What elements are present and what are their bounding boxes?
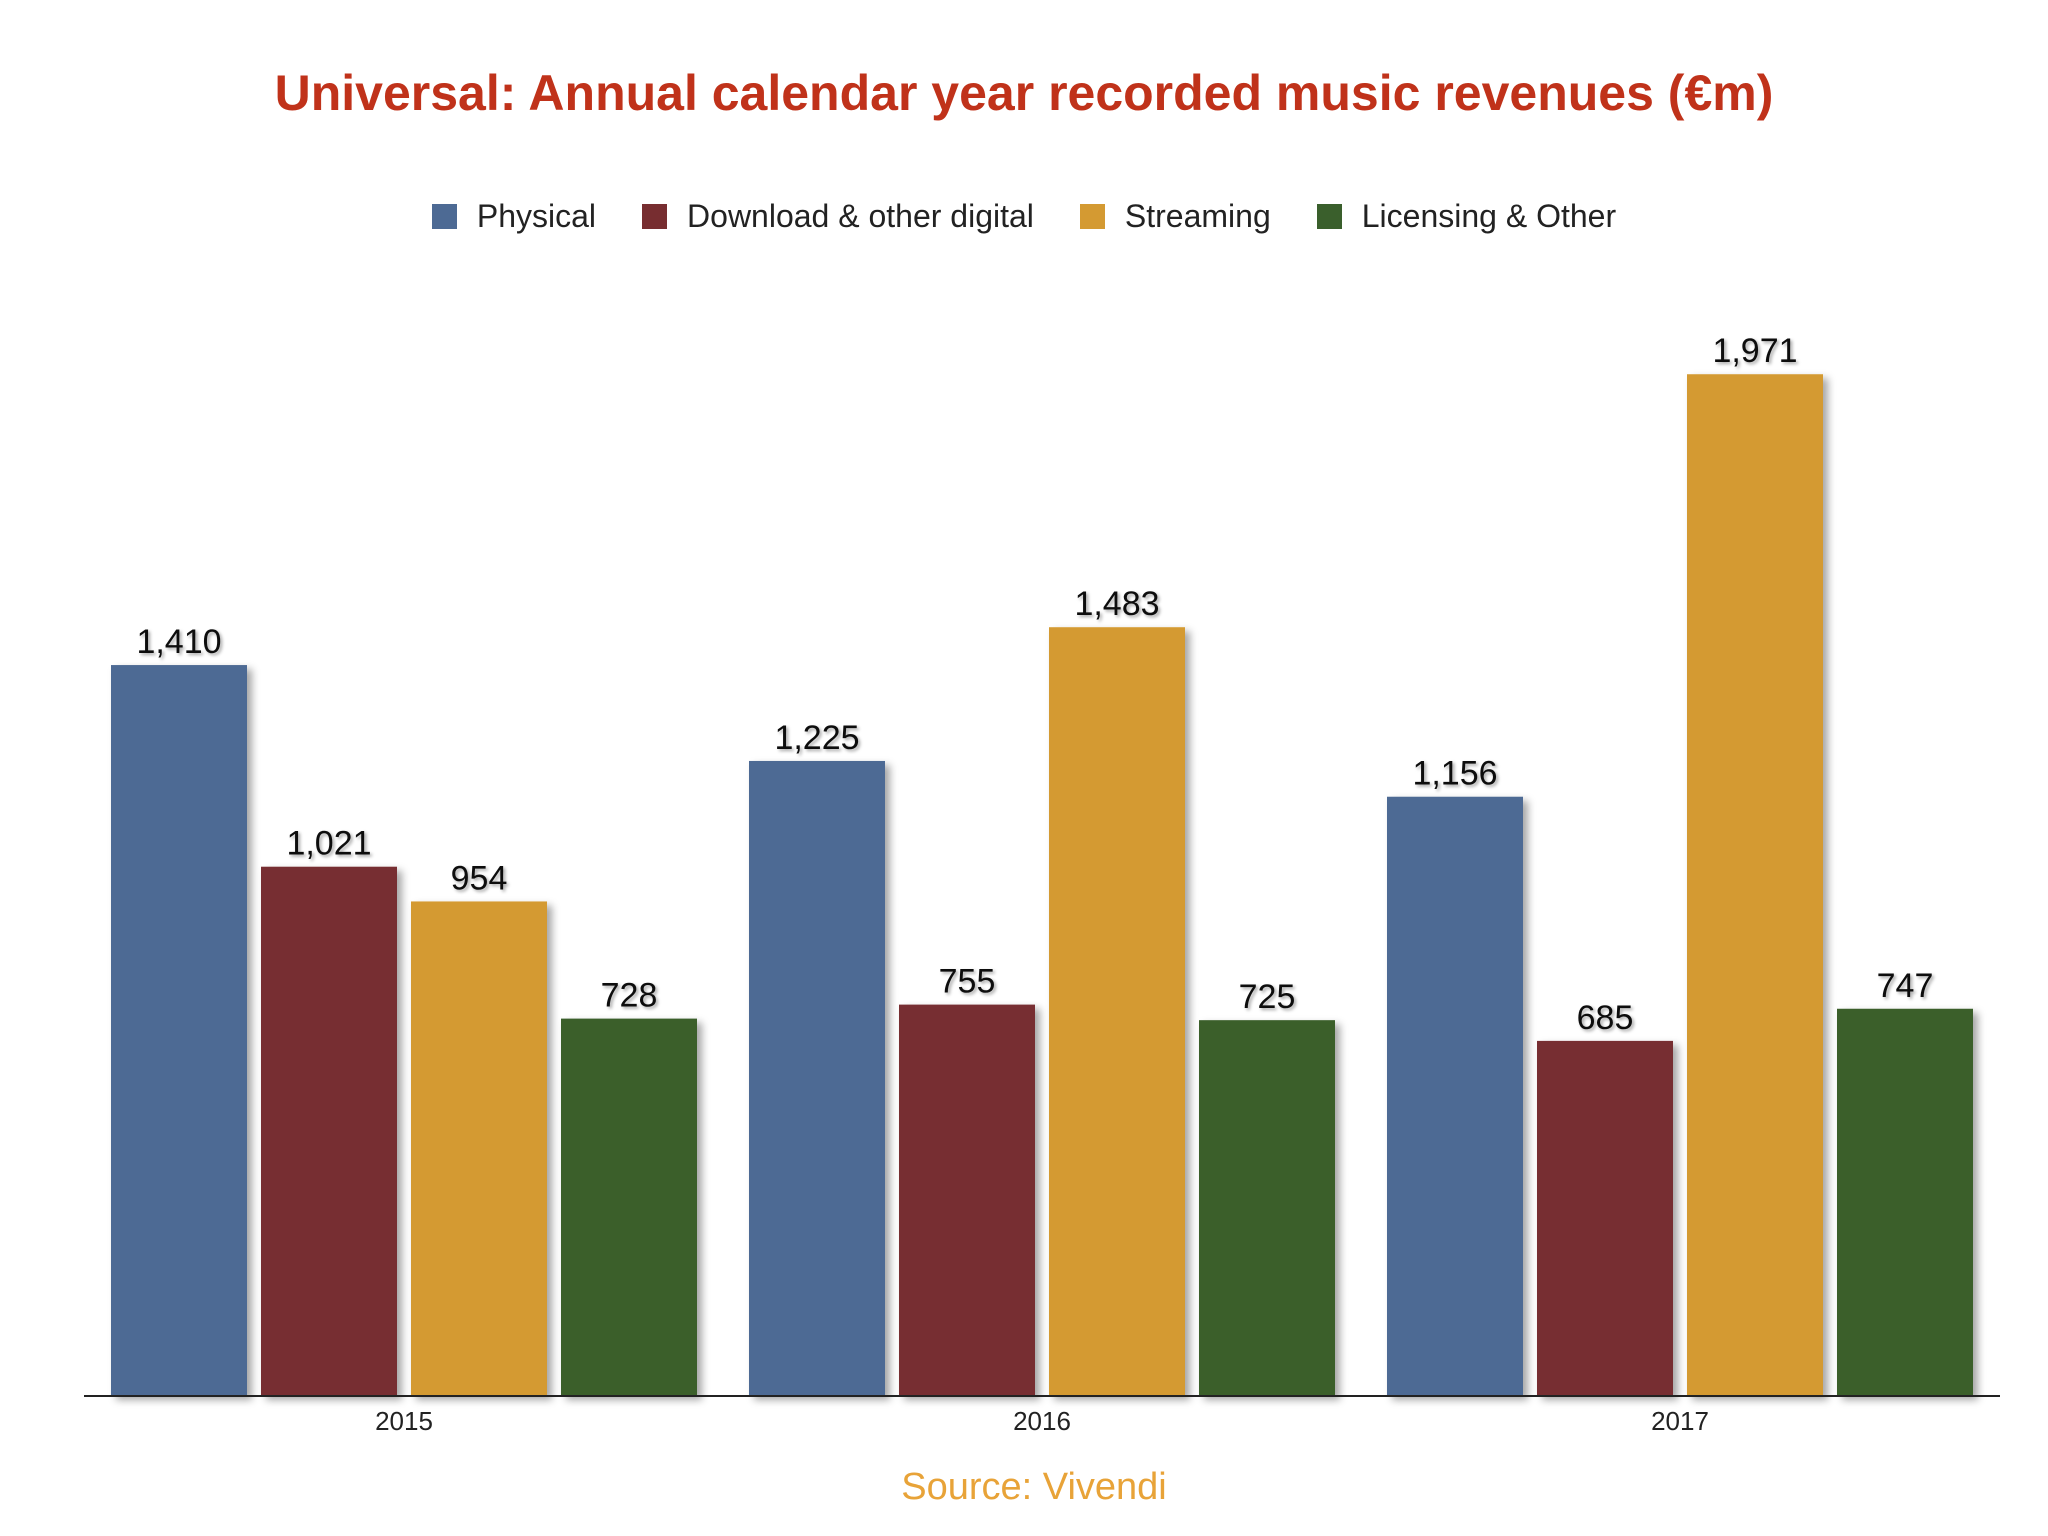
legend-label: Streaming bbox=[1124, 198, 1271, 234]
legend-label: Physical bbox=[476, 198, 597, 234]
legend-swatch bbox=[1316, 204, 1342, 229]
bar bbox=[749, 760, 885, 1396]
legend-item-download: Download & other digital bbox=[642, 198, 1034, 235]
legend: Physical Download & other digital Stream… bbox=[0, 198, 2048, 235]
legend-label: Licensing & Other bbox=[1361, 198, 1617, 234]
bar bbox=[411, 901, 547, 1396]
bar bbox=[261, 866, 397, 1396]
legend-swatch bbox=[431, 204, 457, 229]
data-label: 1,483 bbox=[1074, 585, 1159, 623]
data-label: 1,971 bbox=[1712, 332, 1797, 370]
bar bbox=[1837, 1008, 1973, 1396]
bar bbox=[1687, 374, 1823, 1396]
bar bbox=[1199, 1020, 1335, 1396]
legend-label: Download & other digital bbox=[687, 198, 1034, 234]
data-label: 747 bbox=[1877, 967, 1934, 1005]
legend-swatch bbox=[1079, 204, 1105, 229]
bar bbox=[1537, 1040, 1673, 1396]
x-tick-label: 2015 bbox=[375, 1406, 433, 1436]
data-label: 685 bbox=[1577, 999, 1634, 1037]
bar bbox=[899, 1004, 1035, 1396]
legend-swatch bbox=[642, 204, 668, 229]
data-label: 728 bbox=[601, 977, 658, 1015]
bar bbox=[111, 665, 247, 1396]
legend-item-physical: Physical bbox=[431, 198, 597, 235]
bar bbox=[561, 1018, 697, 1396]
data-label: 1,156 bbox=[1412, 755, 1497, 793]
data-label: 1,410 bbox=[136, 623, 221, 661]
bar bbox=[1387, 796, 1523, 1396]
data-label: 954 bbox=[451, 859, 508, 897]
data-label: 725 bbox=[1239, 978, 1296, 1016]
x-tick-label: 2017 bbox=[1651, 1406, 1709, 1436]
x-tick-label: 2016 bbox=[1013, 1406, 1071, 1436]
chart-title: Universal: Annual calendar year recorded… bbox=[274, 65, 1774, 121]
data-label: 755 bbox=[939, 963, 996, 1001]
source-note: Source: Vivendi bbox=[901, 1466, 1167, 1508]
bar bbox=[1049, 627, 1185, 1396]
data-label: 1,225 bbox=[774, 719, 859, 757]
legend-item-licensing: Licensing & Other bbox=[1316, 198, 1617, 235]
legend-item-streaming: Streaming bbox=[1079, 198, 1271, 235]
data-label: 1,021 bbox=[286, 825, 371, 863]
